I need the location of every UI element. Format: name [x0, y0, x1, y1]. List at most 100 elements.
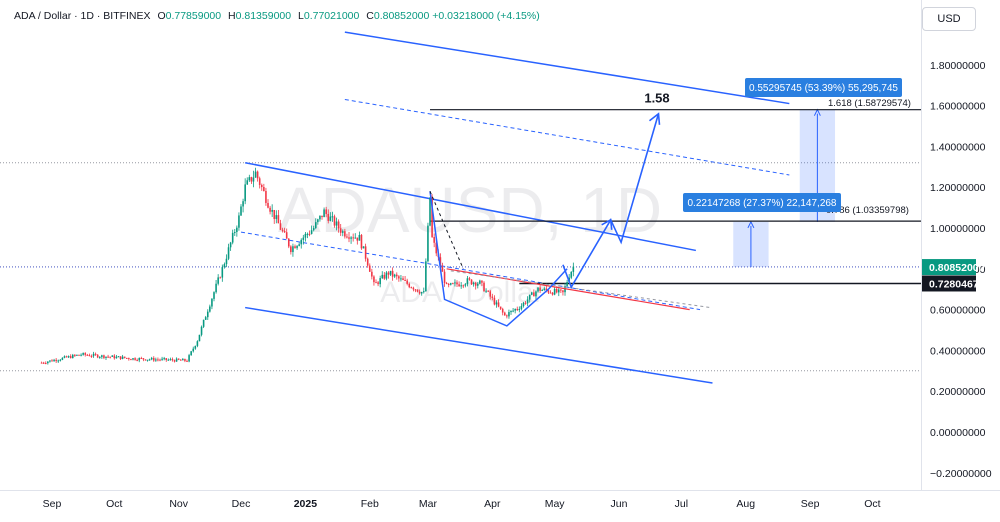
candle-body — [188, 355, 190, 362]
candle-body — [65, 356, 68, 358]
candle-body — [49, 360, 51, 362]
candle-body — [146, 359, 149, 361]
candle-body — [57, 360, 60, 362]
candle-body — [418, 291, 421, 294]
candle-body — [101, 355, 103, 357]
candle-body — [337, 221, 340, 229]
high-value: 0.81359000 — [235, 10, 292, 22]
candle-body — [215, 283, 217, 293]
y-tick-3: 1.20000000 — [930, 182, 986, 194]
candle-body — [217, 277, 219, 284]
candle-body — [460, 285, 462, 287]
candle-body — [350, 237, 352, 239]
candle-body — [105, 356, 107, 358]
candle-body — [501, 308, 504, 313]
candle-body — [223, 264, 226, 268]
close-label: C — [366, 10, 374, 22]
candle-body — [51, 360, 53, 362]
projection-arrowhead — [648, 112, 661, 125]
candle-body — [553, 289, 556, 295]
candle-body — [476, 283, 479, 286]
candle-body — [96, 354, 99, 358]
candle-body — [302, 237, 305, 240]
candle-body — [240, 206, 242, 216]
candle-body — [312, 228, 315, 231]
candle-body — [219, 277, 222, 279]
candle-body — [273, 209, 276, 219]
candle-body — [487, 290, 489, 292]
candle-body — [346, 236, 348, 238]
y-tick-8: 0.20000000 — [930, 386, 986, 398]
candle-body — [59, 359, 62, 361]
currency-button[interactable]: USD — [922, 7, 976, 31]
candle-body — [441, 266, 444, 272]
candle-body — [74, 354, 76, 356]
channel-upper-line — [245, 161, 697, 252]
candle-body — [395, 274, 398, 277]
candle-body — [63, 356, 66, 358]
candle-body — [545, 288, 548, 291]
candle-body — [132, 358, 134, 360]
candle-body — [76, 354, 78, 356]
candle-body — [55, 359, 57, 362]
candle-body — [296, 245, 298, 249]
candle-body — [530, 292, 533, 295]
candle-body — [506, 315, 508, 317]
candle-body — [250, 177, 253, 182]
candle-body — [304, 233, 307, 238]
candle-body — [549, 292, 552, 294]
candle-body — [94, 353, 97, 355]
candle-body — [368, 265, 371, 272]
projection-mid-arrowhead — [601, 218, 613, 230]
x-tick-8: May — [545, 498, 566, 510]
candle-body — [277, 215, 280, 224]
candle-body — [414, 289, 417, 291]
candle-body — [547, 290, 550, 293]
candle-body — [233, 232, 236, 234]
measure-1-label: 0.22147268 (27.37%) 22,147,268 — [687, 198, 836, 209]
candle-body — [306, 233, 309, 235]
candle-body — [348, 237, 350, 239]
candle-body — [321, 215, 323, 218]
candle-body — [495, 302, 498, 305]
candle-body — [317, 219, 319, 223]
y-tick-9: 0.00000000 — [930, 427, 986, 439]
price-axis-border — [921, 0, 922, 490]
candle-body — [358, 234, 361, 241]
candle-body — [379, 278, 381, 285]
candle-body — [144, 359, 147, 361]
candle-body — [198, 334, 201, 342]
candle-body — [310, 230, 313, 234]
x-tick-13: Oct — [864, 498, 880, 510]
candle-body — [148, 359, 151, 361]
candle-body — [221, 267, 224, 278]
candle-body — [78, 354, 80, 356]
candle-body — [287, 238, 290, 247]
candle-body — [398, 276, 400, 279]
candle-body — [499, 306, 502, 309]
y-tick-7: 0.40000000 — [930, 345, 986, 357]
candle-body — [410, 287, 413, 289]
candle-body — [47, 361, 49, 364]
fib-1-618-label: 1.618 (1.58729574) — [828, 98, 911, 109]
candle-body — [485, 290, 487, 292]
candle-body — [570, 271, 573, 278]
candle-body — [422, 291, 425, 293]
candle-body — [125, 357, 128, 359]
candle-body — [182, 358, 184, 361]
candle-body — [209, 306, 211, 312]
candle-body — [177, 358, 180, 360]
candle-body — [466, 278, 469, 285]
candle-body — [537, 287, 539, 292]
candle-body — [362, 246, 365, 249]
candle-body — [267, 202, 269, 208]
candle-body — [364, 246, 367, 259]
candle-body — [454, 282, 456, 284]
channel-lower-line — [245, 306, 713, 384]
candle-body — [260, 184, 263, 188]
candle-body — [211, 298, 213, 307]
measure-2-label-bg — [745, 78, 902, 97]
candle-body — [360, 234, 363, 249]
